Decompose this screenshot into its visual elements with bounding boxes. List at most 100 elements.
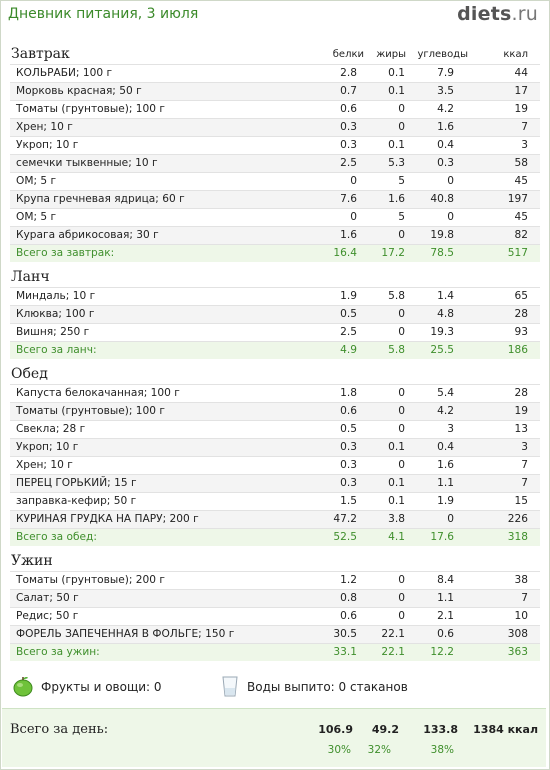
table-row[interactable]: ОМ; 5 г 0 5 0 45 [10,209,540,227]
meal-section: Ужин Томаты (грунтовые); 200 г 1.2 0 8.4 38 Са… [10,551,540,661]
fat-value: 0 [398,308,405,320]
total-carbs-value: 78.5 [430,247,454,259]
food-name: ПЕРЕЦ ГОРЬКИЙ; 15 г [16,477,137,489]
protein-value: 0.3 [340,477,357,489]
carbs-value: 8.4 [437,574,454,586]
day-fat-value: 49.2 [371,723,399,736]
carbs-value: 5.4 [437,387,454,399]
table-row[interactable]: Курага абрикосовая; 30 г 1.6 0 19.8 82 [10,227,540,245]
table-row[interactable]: Томаты (грунтовые); 100 г 0.6 0 4.2 19 [10,403,540,421]
fat-value: 0 [398,121,405,133]
day-kcal-value: 1384 ккал [473,723,538,736]
carbs-value: 0.6 [437,628,454,640]
total-carbs-value: 17.6 [430,531,454,543]
kcal-value: 10 [514,610,528,622]
food-name: Томаты (грунтовые); 100 г [16,103,165,115]
food-name: семечки тыквенные; 10 г [16,157,158,169]
table-row[interactable]: Миндаль; 10 г 1.9 5.8 1.4 65 [10,288,540,306]
table-row[interactable]: Укроп; 10 г 0.3 0.1 0.4 3 [10,439,540,457]
table-row[interactable]: Вишня; 250 г 2.5 0 19.3 93 [10,324,540,342]
table-row[interactable]: Клюква; 100 г 0.5 0 4.8 28 [10,306,540,324]
table-row[interactable]: ФОРЕЛЬ ЗАПЕЧЕННАЯ В ФОЛЬГЕ; 150 г 30.5 22.… [10,626,540,644]
table-row[interactable]: Укроп; 10 г 0.3 0.1 0.4 3 [10,137,540,155]
table-row[interactable]: Хрен; 10 г 0.3 0 1.6 7 [10,457,540,475]
kcal-value: 7 [521,592,528,604]
fat-value: 0 [398,326,405,338]
table-row[interactable]: КОЛЬРАБИ; 100 г 2.8 0.1 7.9 44 [10,65,540,83]
fat-value: 5 [398,175,405,187]
food-name: Хрен; 10 г [16,121,73,133]
total-food-name: Всего за обед: [16,531,97,543]
kcal-value: 13 [514,423,528,435]
table-row[interactable]: ПЕРЕЦ ГОРЬКИЙ; 15 г 0.3 0.1 1.1 7 [10,475,540,493]
day-fat-percent: 32% [367,744,391,756]
protein-value: 1.9 [340,290,357,302]
fat-value: 0 [398,229,405,241]
table-row[interactable]: ОМ; 5 г 0 5 0 45 [10,173,540,191]
protein-value: 0.3 [340,139,357,151]
food-name: Курага абрикосовая; 30 г [16,229,159,241]
protein-value: 0.5 [340,423,357,435]
fat-value: 0.1 [388,477,405,489]
meal-section: Обед Капуста белокачанная; 100 г 1.8 0 5.4 28… [10,364,540,546]
table-row[interactable]: Томаты (грунтовые); 100 г 0.6 0 4.2 19 [10,101,540,119]
carbs-value: 1.1 [437,477,454,489]
meal-title: Ланч [11,269,50,285]
food-name: заправка-кефир; 50 г [16,495,137,507]
carbs-value: 1.6 [437,459,454,471]
total-food-name: Всего за ланч: [16,344,97,356]
carbs-value: 19.8 [430,229,454,241]
food-name: Миндаль; 10 г [16,290,96,302]
table-row[interactable]: КУРИНАЯ ГРУДКА НА ПАРУ; 200 г 47.2 3.8 0 226 [10,511,540,529]
table-row[interactable]: заправка-кефир; 50 г 1.5 0.1 1.9 15 [10,493,540,511]
kcal-value: 28 [514,387,528,399]
protein-value: 0.6 [340,103,357,115]
table-row[interactable]: семечки тыквенные; 10 г 2.5 5.3 0.3 58 [10,155,540,173]
table-row[interactable]: Капуста белокачанная; 100 г 1.8 0 5.4 28 [10,385,540,403]
table-row[interactable]: Крупа гречневая ядрица; 60 г 7.6 1.6 40.8 19… [10,191,540,209]
kcal-value: 65 [514,290,528,302]
column-header-protein: белки [332,49,364,60]
meal-header: Ужин [10,551,540,571]
green-apple-icon [13,677,33,697]
meal-total-row: Всего за обед: 52.5 4.1 17.6 318 [10,529,540,546]
meals-container: Завтрак белки жиры углеводы ккал КОЛЬРАБИ; 10… [10,44,540,666]
fat-value: 22.1 [381,628,405,640]
site-logo[interactable]: diets.ru [457,3,538,25]
carbs-value: 3 [447,423,454,435]
carbs-value: 0 [447,211,454,223]
fat-value: 0 [398,592,405,604]
column-header-carbs: углеводы [417,49,468,60]
kcal-value: 3 [521,139,528,151]
table-row[interactable]: Томаты (грунтовые); 200 г 1.2 0 8.4 38 [10,572,540,590]
fat-value: 3.8 [388,513,405,525]
table-row[interactable]: Редис; 50 г 0.6 0 2.1 10 [10,608,540,626]
food-name: Салат; 50 г [16,592,79,604]
carbs-value: 1.1 [437,592,454,604]
table-row[interactable]: Морковь красная; 50 г 0.7 0.1 3.5 17 [10,83,540,101]
carbs-value: 2.1 [437,610,454,622]
kcal-value: 82 [514,229,528,241]
table-row[interactable]: Салат; 50 г 0.8 0 1.1 7 [10,590,540,608]
page-title: Дневник питания, 3 июля [8,6,199,22]
table-row[interactable]: Свекла; 28 г 0.5 0 3 13 [10,421,540,439]
protein-value: 0 [350,211,357,223]
water-glass-icon [222,676,238,697]
kcal-value: 19 [514,103,528,115]
fat-value: 0.1 [388,495,405,507]
fat-value: 0.1 [388,139,405,151]
total-food-name: Всего за завтрак: [16,247,115,259]
food-name: КОЛЬРАБИ; 100 г [16,67,113,79]
food-name: Укроп; 10 г [16,441,79,453]
protein-value: 0.7 [340,85,357,97]
day-carbs-percent: 38% [430,744,454,756]
column-header-kcal: ккал [503,49,528,60]
protein-value: 1.5 [340,495,357,507]
protein-value: 2.5 [340,157,357,169]
table-row[interactable]: Хрен; 10 г 0.3 0 1.6 7 [10,119,540,137]
protein-value: 1.2 [340,574,357,586]
total-kcal-value: 186 [507,344,528,356]
food-name: Крупа гречневая ядрица; 60 г [16,193,185,205]
meal-table: КОЛЬРАБИ; 100 г 2.8 0.1 7.9 44 Морковь красна… [10,64,540,262]
total-protein-value: 33.1 [333,646,357,658]
